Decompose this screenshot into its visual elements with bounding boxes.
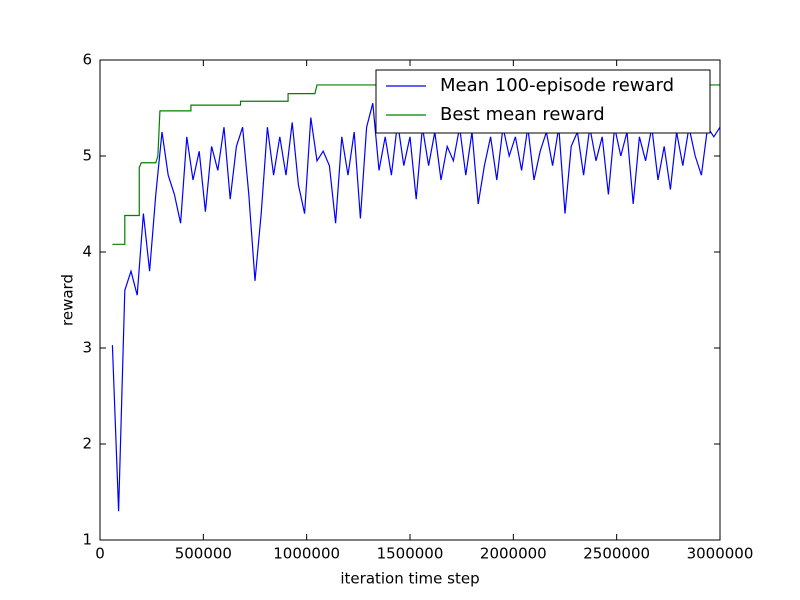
series-line — [112, 84, 720, 245]
y-tick-label: 4 — [82, 243, 92, 261]
x-tick-label: 1500000 — [377, 545, 444, 563]
y-tick-label: 5 — [82, 147, 92, 165]
y-axis-label: reward — [59, 274, 77, 326]
x-tick-label: 3000000 — [687, 545, 754, 563]
y-tick-label: 3 — [82, 339, 92, 357]
x-tick-label: 2000000 — [480, 545, 547, 563]
legend-label: Mean 100-episode reward — [440, 75, 674, 96]
y-tick-label: 6 — [82, 51, 92, 69]
y-tick-label: 2 — [82, 435, 92, 453]
legend-box — [375, 69, 711, 134]
x-tick-label: 1000000 — [273, 545, 340, 563]
legend-label: Best mean reward — [440, 104, 605, 125]
x-tick-label: 0 — [95, 545, 105, 563]
x-axis-label: iteration time step — [340, 570, 479, 588]
series-line — [111, 103, 721, 512]
plot-frame — [99, 59, 721, 541]
y-tick-label: 1 — [82, 531, 92, 549]
x-tick-label: 500000 — [175, 545, 232, 563]
x-tick-label: 2500000 — [583, 545, 650, 563]
